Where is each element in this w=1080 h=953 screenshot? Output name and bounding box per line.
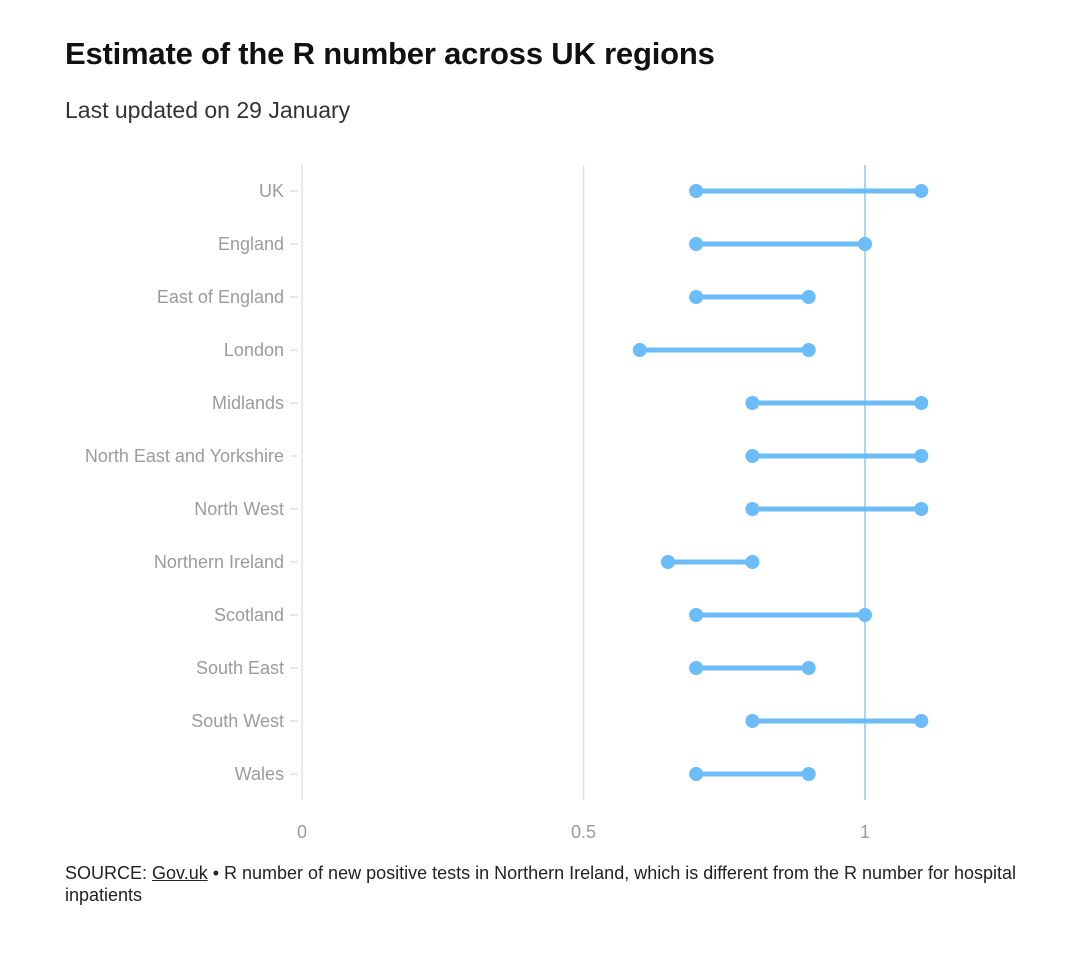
source-prefix: SOURCE: — [65, 863, 153, 883]
upper-point-south-east — [801, 661, 816, 675]
upper-point-north-east-and-yorkshire — [914, 449, 929, 463]
x-tick-label-0: 0 — [297, 822, 307, 842]
y-label-south-east: South East — [196, 658, 284, 678]
y-label-uk: UK — [259, 181, 284, 201]
y-label-wales: Wales — [235, 764, 284, 784]
y-label-north-east-and-yorkshire: North East and Yorkshire — [85, 446, 284, 466]
lower-point-midlands — [745, 396, 760, 410]
y-label-south-west: South West — [191, 711, 284, 731]
lower-point-north-west — [745, 502, 760, 516]
y-label-england: England — [218, 234, 284, 254]
upper-point-east-of-england — [801, 290, 816, 304]
lower-point-wales — [689, 767, 704, 781]
lower-point-england — [689, 237, 704, 251]
upper-point-midlands — [914, 396, 929, 410]
upper-point-scotland — [858, 608, 872, 622]
upper-point-northern-ireland — [745, 555, 760, 569]
source-note: SOURCE: Gov.uk • R number of new positiv… — [65, 862, 1055, 906]
upper-point-north-west — [914, 502, 929, 516]
lower-point-south-east — [689, 661, 704, 675]
upper-point-london — [801, 343, 816, 357]
y-label-london: London — [224, 340, 284, 360]
y-label-east-of-england: East of England — [157, 287, 284, 307]
lower-point-northern-ireland — [660, 555, 675, 569]
x-tick-label-0.5: 0.5 — [571, 822, 596, 842]
source-link[interactable]: Gov.uk — [152, 863, 208, 883]
upper-point-uk — [914, 184, 929, 198]
lower-point-north-east-and-yorkshire — [745, 449, 760, 463]
source-footnote: • R number of new positive tests in Nort… — [65, 863, 1017, 905]
lower-point-scotland — [689, 608, 704, 622]
upper-point-wales — [801, 767, 816, 781]
lower-point-east-of-england — [689, 290, 704, 304]
y-label-north-west: North West — [194, 499, 284, 519]
upper-point-south-west — [914, 714, 929, 728]
x-tick-label-1: 1 — [860, 822, 870, 842]
lower-point-south-west — [745, 714, 760, 728]
chart-title: Estimate of the R number across UK regio… — [65, 36, 715, 71]
lower-point-london — [632, 343, 647, 357]
y-label-northern-ireland: Northern Ireland — [154, 552, 284, 572]
upper-point-england — [858, 237, 872, 251]
y-label-scotland: Scotland — [214, 605, 284, 625]
lower-point-uk — [689, 184, 704, 198]
chart-subtitle: Last updated on 29 January — [65, 97, 351, 123]
y-label-midlands: Midlands — [212, 393, 284, 413]
